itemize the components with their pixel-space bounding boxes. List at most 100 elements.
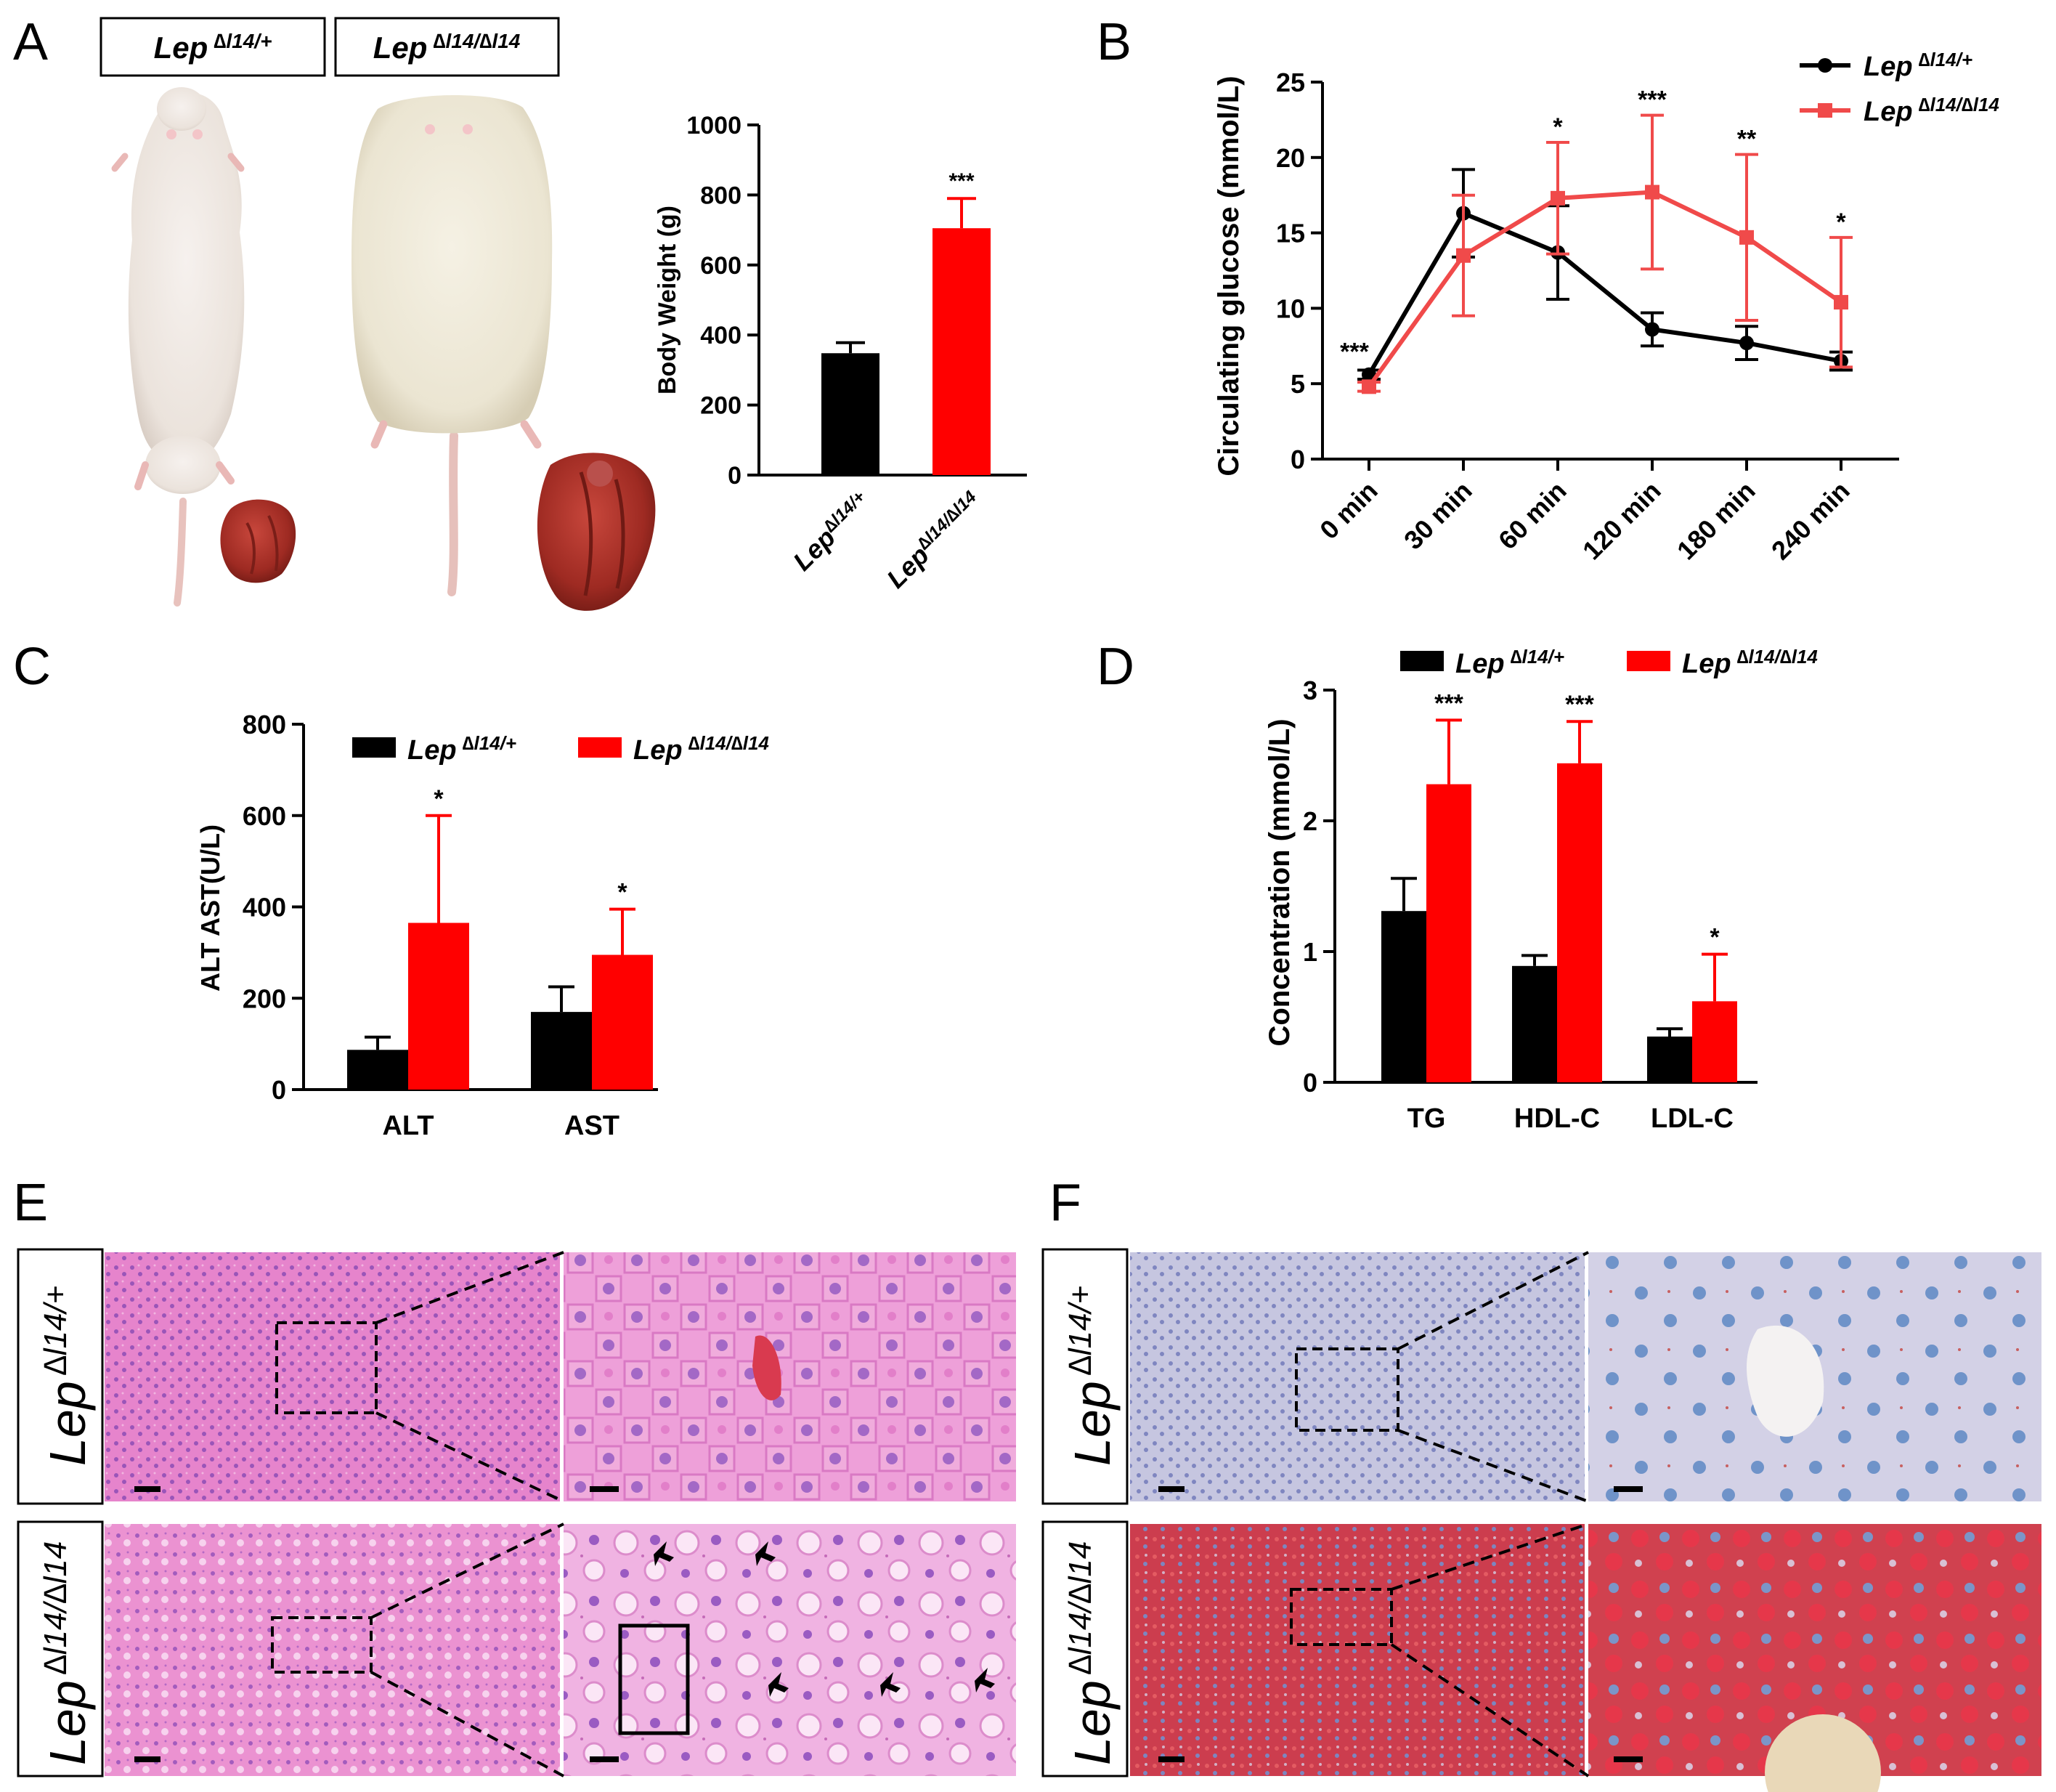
panel-e-row-het: Lep∆l14/+ — [17, 1248, 1016, 1505]
scale-bar — [1614, 1756, 1643, 1762]
significance-label: * — [434, 785, 444, 813]
bar-1-2 — [1692, 1001, 1737, 1082]
zoom-box — [1295, 1347, 1399, 1432]
row-label-hom-f: Lep∆l14/∆l14 — [1062, 1541, 1121, 1765]
y-axis-label: Circulating glucose (mmol/L) — [1213, 76, 1245, 476]
significance-label: * — [1710, 924, 1720, 952]
photo-obese-rat — [352, 94, 553, 596]
y-tick-label: 0 — [1303, 1068, 1317, 1098]
x-tick-label: Lep∆l14/+ — [787, 487, 877, 577]
significance-label: *** — [1638, 86, 1667, 114]
significance-label: *** — [1434, 689, 1463, 717]
y-axis-label: Concentration (mmol/L) — [1264, 718, 1296, 1046]
x-tick-label: LDL-C — [1651, 1103, 1734, 1134]
y-tick-label: 2 — [1303, 806, 1317, 836]
scale-bar — [1158, 1756, 1185, 1762]
panel-label-e: E — [13, 1174, 48, 1232]
scale-bar — [590, 1486, 619, 1492]
legend-label-0: Lep ∆l14/+ — [1864, 49, 1972, 82]
he-lowmag-hom — [105, 1524, 560, 1776]
x-tick-label: HDL-C — [1514, 1103, 1600, 1134]
y-axis-label: Body Weight (g) — [654, 206, 681, 394]
arrow-icon — [654, 1541, 995, 1697]
significance-label: * — [1553, 113, 1563, 141]
significance-label: *** — [1340, 338, 1369, 366]
genotype-box-het-label: Lep ∆l14/+ — [154, 30, 272, 65]
x-tick-label: TG — [1407, 1103, 1446, 1134]
legend-swatch — [578, 737, 622, 758]
scale-bar — [134, 1756, 161, 1762]
y-tick-label: 0 — [1291, 445, 1305, 474]
point-1-4 — [1739, 230, 1754, 245]
y-axis-label: ALT AST(U/L) — [195, 824, 225, 992]
y-tick-label: 1000 — [686, 112, 741, 139]
bar-1-0 — [408, 923, 469, 1090]
central-vein — [752, 1335, 781, 1400]
genotype-box-hom-label: Lep ∆l14/∆l14 — [373, 30, 521, 65]
y-tick-label: 10 — [1276, 293, 1305, 323]
row-label-box — [17, 1248, 104, 1505]
bar-0-0 — [347, 1050, 408, 1090]
bar-0-0 — [1381, 911, 1426, 1082]
panel-label-a: A — [13, 13, 48, 71]
genotype-box-hom — [334, 17, 560, 77]
bar-0-1 — [531, 1012, 592, 1090]
legend-swatch — [1400, 651, 1444, 671]
x-tick-label: ALT — [382, 1111, 434, 1141]
zoom-line — [370, 1523, 564, 1619]
he-lowmag-het — [105, 1252, 560, 1501]
bar-0-2 — [1647, 1037, 1692, 1082]
x-tick-label: Lep∆l14/∆l14 — [881, 487, 988, 594]
significance-label: * — [617, 879, 627, 907]
scale-bar — [1614, 1486, 1643, 1492]
row-label-box — [1041, 1520, 1129, 1777]
x-tick-label: 30 min — [1398, 476, 1478, 556]
scale-bar — [1158, 1486, 1185, 1492]
central-vein — [1747, 1325, 1824, 1437]
x-tick-label: 120 min — [1577, 476, 1667, 566]
x-tick-label: 180 min — [1671, 476, 1761, 566]
y-tick-label: 400 — [700, 322, 741, 349]
zoom-line — [1397, 1429, 1589, 1503]
row-label-hom-e: Lep∆l14/∆l14 — [38, 1541, 96, 1765]
bar-1-1 — [592, 954, 653, 1090]
significance-label: * — [1836, 208, 1846, 236]
y-tick-label: 1 — [1303, 937, 1317, 967]
legend-label-1: Lep ∆l14/∆l14 — [1864, 94, 1999, 127]
photo-lean-rat — [111, 87, 245, 607]
legend-swatch — [1627, 651, 1670, 671]
legend-marker — [1818, 58, 1832, 73]
y-tick-label: 800 — [243, 710, 286, 739]
x-tick-label: AST — [564, 1111, 619, 1141]
y-tick-label: 200 — [243, 984, 286, 1013]
y-tick-label: 20 — [1276, 143, 1305, 173]
y-tick-label: 600 — [700, 252, 741, 280]
significance-label: *** — [1565, 691, 1594, 718]
chart-b-glucose: 0 5 10 15 20 25 Circulating glucose (mmol/L) 0 … — [1213, 49, 1999, 565]
y-tick-label: 0 — [272, 1075, 286, 1105]
he-highmag-het — [564, 1252, 1016, 1501]
significance-label: *** — [948, 169, 974, 193]
y-tick-label: 800 — [700, 182, 741, 209]
point-1-2 — [1551, 190, 1565, 206]
point-0-3 — [1645, 322, 1659, 337]
y-tick-label: 15 — [1276, 219, 1305, 248]
he-highmag-hom — [564, 1524, 1016, 1776]
zoom-line — [375, 1411, 564, 1503]
panel-f-row-hom: Lep∆l14/∆l14 — [1041, 1520, 2041, 1792]
central-vein — [1765, 1714, 1881, 1792]
zoom-line — [375, 1251, 564, 1324]
panel-label-b: B — [1097, 13, 1131, 71]
legend-marker — [1818, 103, 1832, 118]
scale-bar — [590, 1756, 619, 1762]
chart-a-body-weight: 0 200 400 600 800 1000 Body Weight (g) Lep∆l14/… — [654, 112, 1027, 594]
zoom-box — [1290, 1588, 1393, 1646]
y-tick-label: 600 — [243, 801, 286, 831]
chart-c-alt-ast: 0 200 400 600 800 ALT AST(U/L) ALT * AST * Lep ∆l14… — [195, 710, 769, 1141]
x-tick-label: 0 min — [1314, 476, 1383, 545]
photo-obese-liver — [537, 453, 656, 611]
point-1-0 — [1362, 379, 1376, 394]
point-1-3 — [1645, 185, 1659, 200]
